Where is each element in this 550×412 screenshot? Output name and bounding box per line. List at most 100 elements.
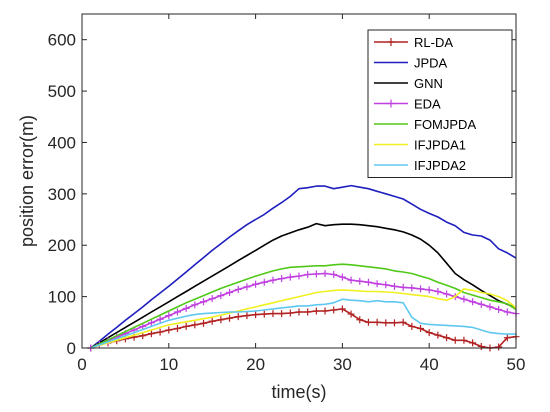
series-6 (90, 298, 516, 349)
data-point (156, 315, 164, 323)
data-point (252, 280, 260, 288)
data-point (408, 322, 416, 330)
series-line (90, 263, 517, 349)
data-point (304, 308, 312, 316)
data-point (295, 308, 303, 316)
data-point (434, 287, 442, 295)
series-4 (90, 263, 517, 349)
x-axis-label: time(s) (272, 382, 327, 402)
y-axis-label: position error(m) (17, 115, 37, 247)
data-point (208, 317, 216, 325)
x-tick-label: 10 (159, 355, 178, 374)
data-point (356, 277, 364, 285)
data-point (477, 342, 485, 350)
data-point (486, 303, 494, 311)
series-3 (87, 269, 520, 352)
series-line (90, 184, 517, 349)
data-point (147, 319, 155, 327)
data-point (226, 314, 234, 322)
data-point (165, 326, 173, 334)
x-tick-label: 0 (77, 355, 86, 374)
x-tick-label: 40 (420, 355, 439, 374)
data-point (356, 316, 364, 324)
data-point (477, 300, 485, 308)
data-point (373, 280, 381, 288)
data-point (295, 272, 303, 280)
data-point (425, 286, 433, 294)
data-point (460, 295, 468, 303)
data-point (269, 276, 277, 284)
series-5 (90, 288, 517, 349)
data-point (208, 295, 216, 303)
data-point (347, 310, 355, 318)
data-point (252, 311, 260, 319)
data-point (321, 269, 329, 277)
data-point (330, 306, 338, 314)
data-point (173, 324, 181, 332)
legend-label: IFJPDA1 (414, 138, 466, 153)
data-point (364, 278, 372, 286)
data-point (182, 322, 190, 330)
data-point (469, 298, 477, 306)
data-point (304, 271, 312, 279)
data-point (495, 305, 503, 313)
data-point (399, 283, 407, 291)
y-tick-label: 500 (48, 82, 76, 101)
data-point (243, 283, 251, 291)
data-point (269, 310, 277, 318)
legend-label: EDA (414, 97, 441, 112)
data-point (278, 310, 286, 318)
x-tick-label: 20 (246, 355, 265, 374)
data-point (460, 336, 468, 344)
data-point (200, 298, 208, 306)
data-point (373, 318, 381, 326)
data-point (312, 270, 320, 278)
y-tick-label: 0 (67, 339, 76, 358)
series-layer (87, 184, 520, 352)
data-point (364, 318, 372, 326)
data-point (321, 307, 329, 315)
data-point (347, 276, 355, 284)
series-1 (90, 184, 517, 349)
data-point (338, 305, 346, 313)
legend-label: IFJPDA2 (414, 158, 466, 173)
data-point (260, 278, 268, 286)
data-point (278, 275, 286, 283)
data-point (338, 273, 346, 281)
x-tick-label: 50 (507, 355, 526, 374)
data-point (451, 336, 459, 344)
y-tick-label: 400 (48, 133, 76, 152)
data-point (503, 334, 511, 342)
y-tick-label: 100 (48, 288, 76, 307)
data-point (390, 319, 398, 327)
x-tick-label: 30 (333, 355, 352, 374)
series-line (90, 298, 516, 349)
data-point (495, 343, 503, 351)
data-point (390, 282, 398, 290)
data-point (234, 285, 242, 293)
legend-marker (387, 99, 395, 108)
y-tick-label: 600 (48, 31, 76, 50)
data-point (382, 281, 390, 289)
legend-marker (387, 38, 395, 46)
y-tick-label: 300 (48, 185, 76, 204)
data-point (200, 319, 208, 327)
legend: RL-DA JPDA GNN EDA FOMJPDA IFJPDA1 IFJPDA2 (367, 29, 513, 178)
data-point (417, 324, 425, 332)
data-point (503, 308, 511, 316)
series-line (90, 288, 517, 349)
y-tick-label: 200 (48, 236, 76, 255)
series-line (90, 222, 517, 349)
data-point (226, 289, 234, 297)
data-point (217, 316, 225, 324)
data-point (260, 310, 268, 318)
data-point (443, 290, 451, 298)
data-point (399, 318, 407, 326)
legend-label: GNN (414, 76, 443, 91)
data-point (156, 328, 164, 336)
data-point (408, 284, 416, 292)
data-point (165, 312, 173, 320)
